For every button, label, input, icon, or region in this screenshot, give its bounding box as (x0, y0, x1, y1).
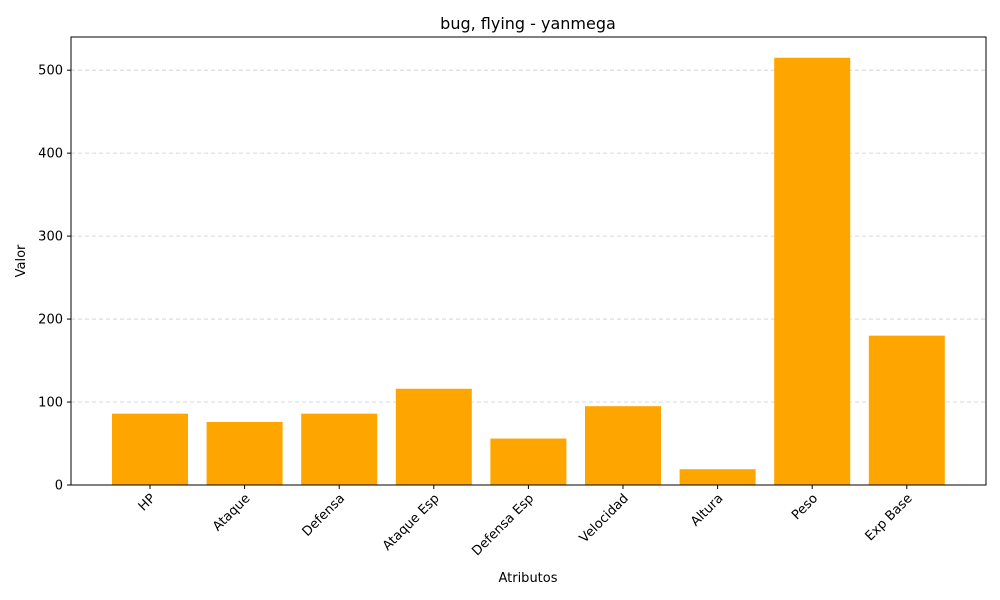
y-tick-label: 300 (38, 230, 63, 245)
grid-lines (71, 69, 986, 403)
x-tick-label: Ataque (210, 491, 253, 534)
y-axis-label: Valor (14, 244, 29, 277)
x-axis-ticks: HP Ataque Defensa Ataque Esp Defensa Esp Velo… (136, 485, 916, 559)
y-tick-label: 200 (38, 313, 63, 328)
x-tick-label: Defensa (300, 491, 348, 539)
x-tick-label: Velocidad (577, 491, 632, 546)
x-tick-label: Altura (688, 491, 726, 529)
bar-exp-base (868, 335, 945, 485)
x-tick-label: HP (136, 491, 159, 514)
bar-peso (774, 57, 851, 485)
x-tick-label: Peso (789, 491, 821, 523)
x-tick-label: Defensa Esp (469, 491, 537, 559)
y-tick-label: 100 (38, 396, 63, 411)
bar-altura (679, 469, 756, 485)
y-tick-label: 0 (55, 479, 63, 494)
y-tick-label: 400 (38, 147, 63, 162)
x-axis-label: Atributos (498, 571, 557, 586)
y-axis-ticks: 0 100 200 300 400 500 (38, 64, 71, 494)
bars (112, 57, 945, 485)
y-tick-label: 500 (38, 64, 63, 79)
bar-hp (112, 413, 188, 485)
bar-velocidad (585, 406, 661, 485)
bar-defensa (301, 413, 378, 485)
x-tick-label: Exp Base (863, 491, 916, 544)
bar-ataque-esp (395, 388, 472, 485)
bar-ataque (206, 421, 283, 485)
chart-title: bug, flying - yanmega (440, 14, 616, 33)
bar-defensa-esp (490, 438, 567, 485)
x-tick-label: Ataque Esp (380, 491, 443, 554)
